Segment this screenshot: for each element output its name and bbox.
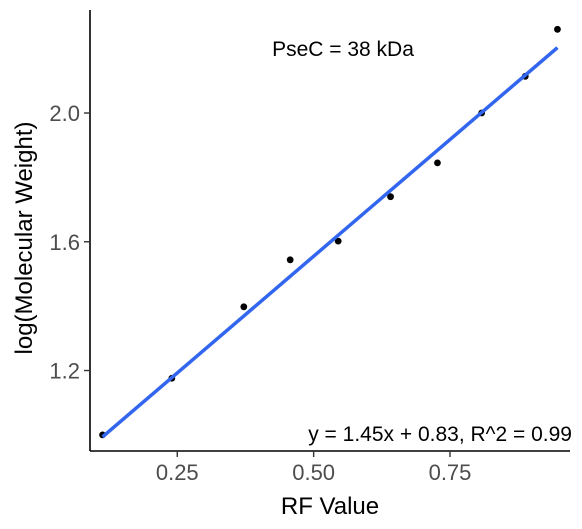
data-point-3 (240, 303, 248, 311)
annotation-protein-size: PseC = 38 kDa (272, 38, 414, 61)
y-tick-label: 1.2 (49, 359, 80, 384)
data-point-7 (434, 159, 441, 167)
data-point-6 (387, 193, 394, 201)
x-tick-label: 0.25 (156, 460, 199, 485)
x-axis-title: RF Value (281, 493, 379, 520)
data-point-5 (334, 237, 342, 245)
y-tick-label: 1.6 (49, 230, 80, 255)
regression-line (101, 46, 559, 439)
data-point-4 (286, 256, 294, 264)
x-tick-label: 0.50 (292, 460, 335, 485)
x-tick-label: 0.75 (429, 460, 472, 485)
y-axis-title: log(Molecular Weight) (11, 122, 38, 355)
data-point-10 (554, 25, 561, 33)
annotation-equation: y = 1.45x + 0.83, R^2 = 0.99 (308, 423, 572, 446)
y-tick-label: 2.0 (49, 101, 80, 126)
